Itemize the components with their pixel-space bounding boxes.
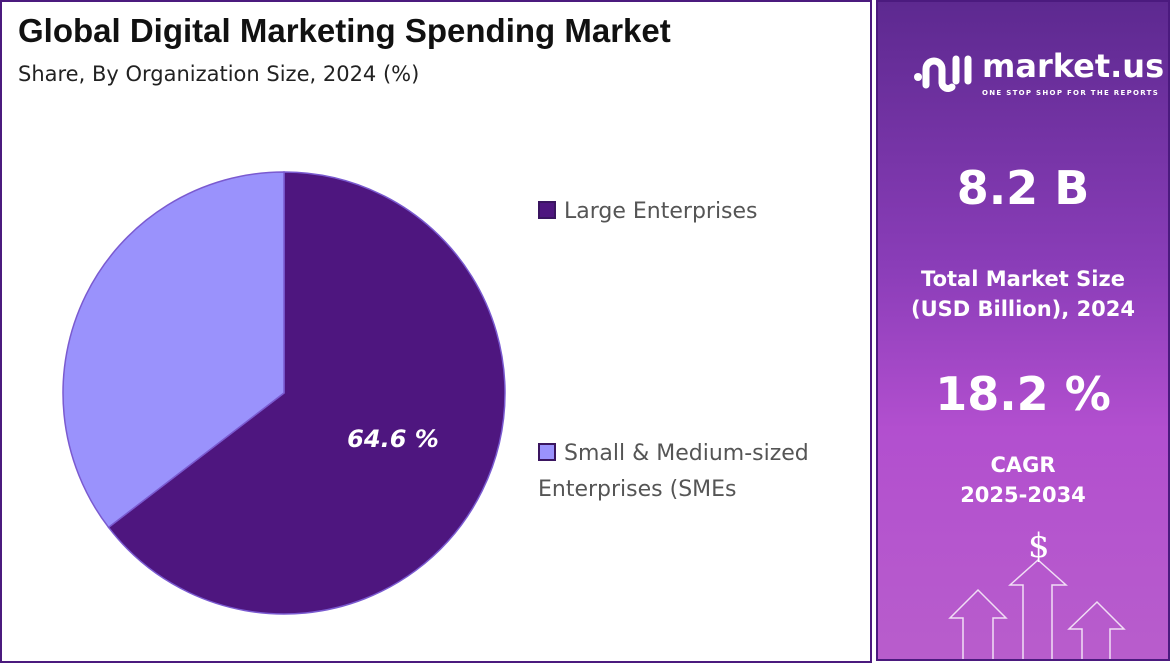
legend-label: Small & Medium-sized: [564, 441, 809, 466]
pie-data-label: 64.6 %: [347, 425, 439, 453]
growth-arrows-icon: [948, 558, 1126, 659]
legend-item-smes: Small & Medium-sized Enterprises (SMEs: [538, 436, 809, 508]
brand-tagline: ONE STOP SHOP FOR THE REPORTS: [982, 89, 1160, 97]
cagr-period: 2025-2034: [960, 483, 1086, 507]
legend-item-large-enterprises: Large Enterprises: [538, 194, 758, 230]
market-size-label: Total Market Size: [921, 267, 1125, 291]
chart-subtitle: Share, By Organization Size, 2024 (%): [18, 62, 420, 86]
dollar-icon: $: [1028, 526, 1050, 566]
chart-title: Global Digital Marketing Spending Market: [18, 12, 671, 49]
pie-chart: 64.6 %: [62, 171, 506, 615]
legend-swatch: [538, 201, 556, 219]
brand-name: market.us: [982, 47, 1165, 85]
logo-icon: [914, 55, 972, 93]
pie-slice-1: [62, 171, 285, 529]
legend-label-cont: Enterprises (SMEs: [538, 477, 737, 502]
market-size-label-2: (USD Billion), 2024: [910, 297, 1136, 321]
legend-swatch: [538, 443, 556, 461]
chart-panel: 64.6 % Global Digital Marketing Spending…: [0, 0, 872, 663]
market-us-logo: market.us ONE STOP SHOP FOR THE REPORTS: [912, 46, 1164, 98]
legend-label: Large Enterprises: [564, 199, 758, 224]
pie-slice-0: [107, 171, 506, 615]
market-size-value: 8.2 B: [956, 161, 1090, 215]
cagr-value: 18.2 %: [935, 367, 1111, 421]
cagr-label: CAGR: [990, 453, 1056, 477]
summary-panel: market.us ONE STOP SHOP FOR THE REPORTS …: [876, 0, 1170, 661]
